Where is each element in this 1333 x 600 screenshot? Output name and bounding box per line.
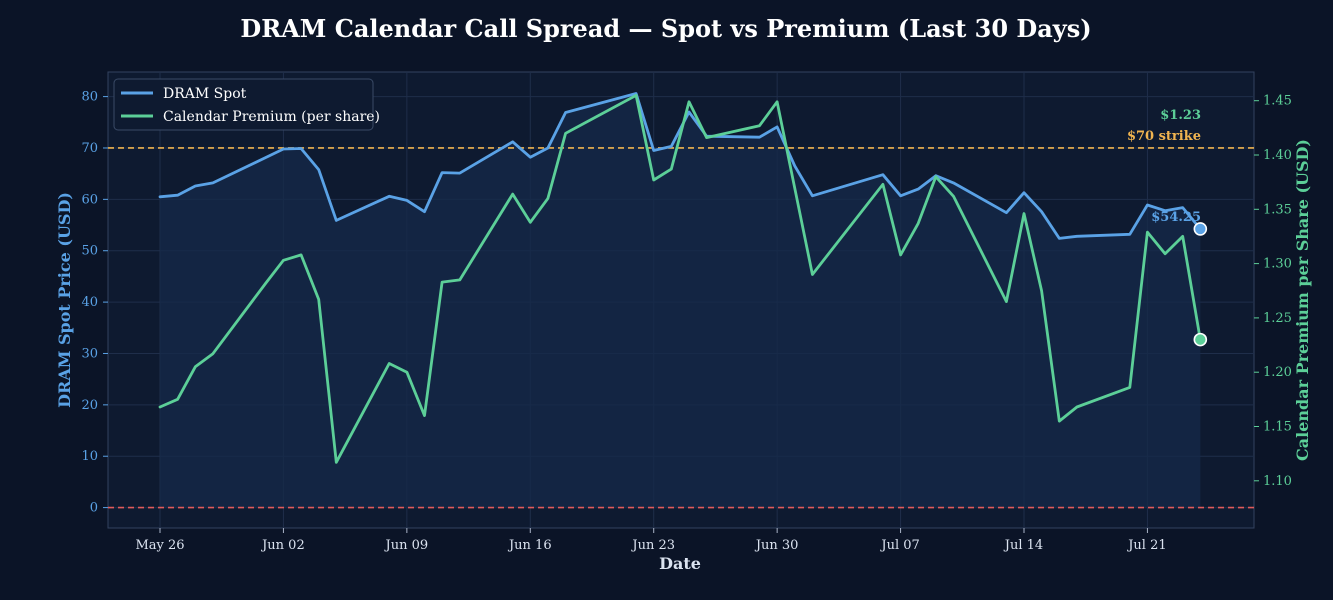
right-axis-label: Calendar Premium per Share (USD): [1293, 139, 1312, 461]
x-tick-label: Jul 07: [879, 538, 919, 553]
axes: 0 10 20 30 40 50 60 70 80 1.10 1.15 1.20 1.25 1.30 1.3…: [81, 90, 1292, 553]
legend-label-spot: DRAM Spot: [163, 86, 247, 102]
chart-title: DRAM Calendar Call Spread — Spot vs Prem…: [240, 14, 1091, 43]
series-lines: [158, 92, 1208, 464]
right-tick-label: 1.40: [1263, 148, 1292, 163]
spot-last-marker: [1193, 222, 1208, 236]
left-tick-label: 70: [81, 141, 98, 156]
x-tick-label: Jun 30: [754, 538, 799, 553]
premium-last-marker: [1193, 332, 1208, 347]
left-tick-label: 20: [81, 398, 98, 413]
right-tick-label: 1.10: [1263, 474, 1292, 489]
left-tick-label: 80: [81, 90, 98, 105]
left-tick-label: 50: [81, 244, 98, 259]
right-tick-label: 1.45: [1263, 94, 1292, 109]
spot-last-label: $54.25: [1151, 210, 1201, 225]
right-tick-label: 1.35: [1263, 202, 1292, 217]
legend-label-premium: Calendar Premium (per share): [163, 109, 380, 125]
x-tick-label: Jun 16: [507, 538, 552, 553]
legend-box: [113, 78, 374, 131]
x-tick-label: Jun 23: [630, 538, 675, 553]
premium-last-label: $1.23: [1160, 108, 1201, 123]
x-tick-label: Jul 14: [1003, 538, 1043, 553]
left-tick-label: 30: [81, 346, 98, 361]
left-axis-label: DRAM Spot Price (USD): [55, 192, 74, 408]
left-tick-label: 60: [81, 192, 98, 207]
x-tick-label: Jun 09: [384, 538, 429, 553]
right-tick-label: 1.15: [1263, 420, 1292, 435]
strike-label: $70 strike: [1127, 129, 1201, 144]
legend: DRAM Spot Calendar Premium (per share): [113, 78, 380, 131]
x-tick-label: Jul 21: [1126, 538, 1166, 553]
spot-line: [158, 92, 1202, 240]
right-tick-label: 1.25: [1263, 311, 1292, 326]
right-tick-label: 1.20: [1263, 365, 1292, 380]
x-tick-label: May 26: [135, 538, 184, 553]
x-axis-label: Date: [659, 554, 701, 573]
left-tick-label: 10: [81, 449, 98, 464]
right-tick-label: 1.30: [1263, 257, 1292, 272]
x-tick-label: Jun 02: [260, 538, 305, 553]
left-tick-label: 0: [90, 501, 98, 516]
premium-line: [158, 93, 1202, 464]
left-tick-label: 40: [81, 295, 98, 310]
